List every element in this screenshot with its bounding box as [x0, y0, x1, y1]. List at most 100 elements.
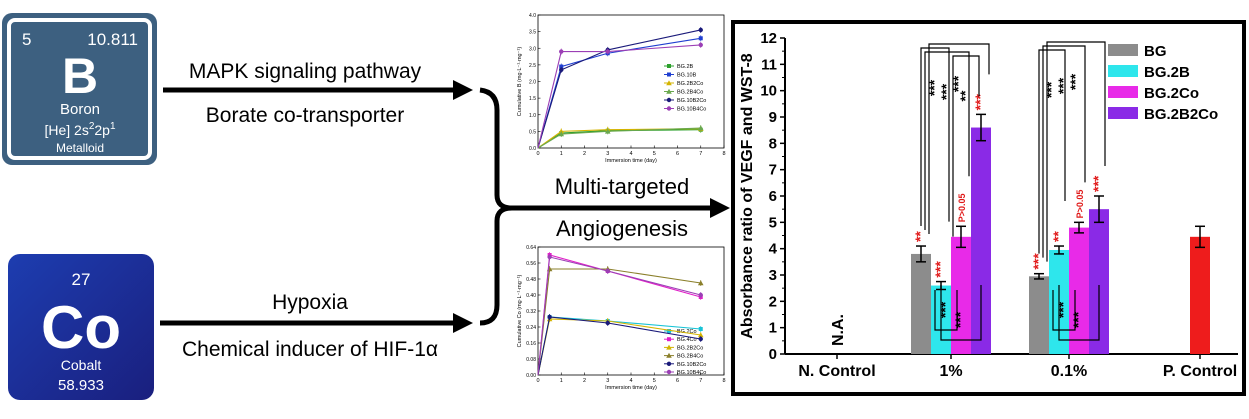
y-tick-label: 1 [769, 320, 777, 337]
data-point [698, 27, 703, 33]
cobalt-atomic-mass: 58.933 [58, 377, 104, 394]
significance-vs-control: ** [1050, 231, 1066, 242]
pairwise-bracket-lower [934, 290, 958, 331]
x-tick-label: 4 [629, 378, 632, 384]
x-tick-label: 3 [606, 378, 609, 384]
boron-atomic-number: 5 [22, 30, 31, 49]
series-BG.10B4Co [537, 41, 703, 149]
significance-vs-control: P>0.05 [957, 194, 967, 223]
boron-config-mid: 2p [94, 122, 110, 138]
legend-label: BG.2Co [677, 329, 697, 335]
bar-BG.2B2Co [971, 127, 991, 355]
pairwise-bracket-lower [940, 285, 982, 341]
y-axis-label: Cumulative Co (mg·L⁻¹·mg⁻¹) [517, 274, 523, 347]
legend-marker [666, 88, 672, 94]
significance-vs-control: *** [972, 93, 988, 110]
legend-label: BG.10B4Co [677, 370, 706, 376]
y-tick-label: 3 [769, 267, 777, 284]
legend-marker [666, 106, 672, 111]
x-tick-label: 8 [722, 151, 725, 157]
series-line [537, 316, 701, 376]
x-tick-label: 8 [722, 378, 725, 384]
legend-label: BG.10B4Co [677, 107, 706, 113]
series-BG.10B4Co [537, 254, 703, 376]
boron-arrow-label-bottom: Borate co-transporter [206, 104, 404, 127]
legend-label: BG.2Co [1144, 85, 1199, 102]
data-point [605, 49, 610, 54]
bar-BG [1029, 276, 1049, 354]
pairwise-significance-lower: *** [952, 311, 968, 328]
y-tick-label: 12 [760, 30, 777, 47]
boron-category: Metalloid [56, 141, 104, 155]
boron-config-sup2: 1 [110, 121, 116, 132]
y-tick-label: 0.16 [526, 341, 536, 347]
cobalt-arrow-head [453, 313, 473, 333]
y-tick-label: 0.48 [526, 277, 536, 283]
data-point [558, 131, 565, 137]
y-tick-label: 6 [769, 188, 777, 205]
x-tick-label: 2 [583, 378, 586, 384]
x-tick-label: 3 [606, 151, 609, 157]
pairwise-significance: *** [938, 83, 954, 100]
series-line [537, 268, 701, 376]
y-tick-label: 5 [769, 214, 777, 231]
x-tick-label: 7 [699, 378, 702, 384]
data-point [698, 336, 703, 342]
cobalt-name: Cobalt [61, 357, 102, 373]
y-tick-label: 0.5 [529, 129, 536, 135]
legend-marker [666, 369, 672, 375]
x-tick-label: 4 [629, 151, 632, 157]
legend-label: BG [1144, 43, 1167, 60]
significance-vs-control: *** [1090, 175, 1106, 192]
legend-marker [667, 64, 671, 68]
pairwise-bracket [924, 51, 970, 231]
bar-positive-control [1190, 236, 1210, 354]
data-point [547, 254, 552, 260]
y-tick-label: 2 [769, 293, 777, 310]
x-axis-label: Immersion time (day) [605, 158, 657, 164]
merge-arrow-head [710, 198, 730, 218]
legend-label: BG.2B2Co [1144, 106, 1218, 123]
data-point [697, 332, 704, 338]
y-tick-label: 0.32 [526, 309, 536, 315]
data-point [698, 36, 703, 41]
y-tick-label: 2.5 [529, 63, 536, 69]
data-point [697, 280, 704, 286]
cobalt-arrow-label-bottom: Chemical inducer of HIF-1α [182, 338, 438, 361]
pairwise-significance: *** [926, 79, 942, 96]
pairwise-significance: *** [1067, 73, 1083, 90]
boron-tile-background [2, 13, 157, 165]
boron-atomic-mass: 10.811 [87, 30, 138, 49]
boron-element-tile: 5 10.811 B Boron [He] 2s22p1 Metalloid [2, 13, 157, 165]
y-tick-label: 0.00 [526, 373, 536, 379]
data-point [559, 49, 564, 54]
legend-marker [667, 329, 671, 333]
data-point [697, 125, 704, 131]
legend-swatch-BG [1108, 44, 1138, 56]
pairwise-bracket-lower [1052, 290, 1076, 331]
y-tick-label: 9 [769, 109, 777, 126]
legend-swatch-BG.2B [1108, 65, 1138, 77]
pairwise-significance-lower: *** [937, 301, 953, 318]
legend-swatch-BG.2B2Co [1108, 107, 1138, 119]
bar-BG.2Co [1069, 227, 1089, 354]
y-tick-label: 0.0 [529, 146, 536, 152]
x-tick-label: 5 [653, 378, 656, 384]
boron-tile-border [7, 18, 152, 160]
boron-release-chart: 0.0 0.5 1.0 1.5 2.0 2.5 3.0 3.5 4.0 0 1 2 3 4 5 6 7 8 Imme… [517, 13, 726, 164]
data-point [559, 67, 564, 73]
y-tick-label: 1.0 [529, 113, 536, 119]
y-axis-label: Absorbance ratio of VEGF and WST-8 [739, 53, 756, 338]
cobalt-atomic-number: 27 [72, 270, 91, 289]
x-tick-label: 1 [560, 151, 563, 157]
x-tick-label: 0 [536, 151, 539, 157]
y-tick-label: 4 [769, 241, 778, 258]
pairwise-bracket [1046, 41, 1106, 262]
legend-swatch-BG.2Co [1108, 86, 1138, 98]
merge-arrow-label-bottom: Angiogenesis [556, 216, 688, 241]
legend-label: BG.2B4Co [677, 90, 703, 96]
y-tick-label: 0 [769, 346, 777, 363]
significance-vs-control: P>0.05 [1075, 190, 1085, 219]
bar-BG.2B2Co [1089, 209, 1109, 354]
boron-config-prefix: [He] 2s [44, 122, 88, 138]
